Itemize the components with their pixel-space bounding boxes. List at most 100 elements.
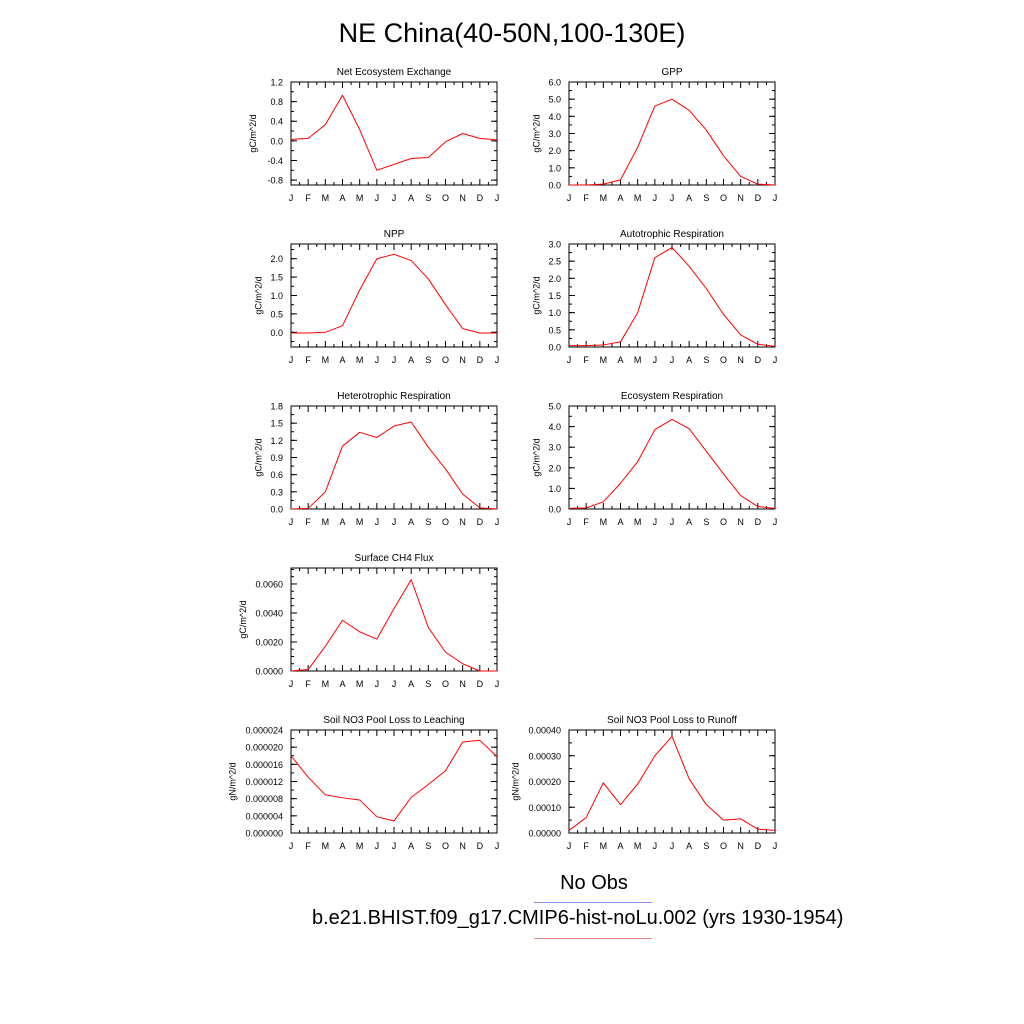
legend-model-line [534, 938, 652, 939]
x-tick-label: J [289, 679, 294, 689]
x-tick-label: F [305, 679, 311, 689]
y-tick-label: 1.0 [270, 291, 283, 301]
x-tick-label: D [755, 841, 762, 851]
plot-frame [568, 81, 776, 186]
x-tick-label: J [773, 355, 778, 365]
x-tick-label: M [322, 355, 330, 365]
x-tick-label: J [567, 841, 572, 851]
plot-frame [290, 729, 498, 834]
y-axis-label: gC/m^2/d [253, 438, 263, 476]
y-tick-label: 6.0 [548, 78, 561, 88]
x-tick-label: J [375, 517, 380, 527]
x-tick-label: J [567, 355, 572, 365]
x-tick-label: M [600, 841, 608, 851]
x-tick-label: J [392, 193, 397, 203]
y-tick-label: 5.0 [548, 95, 561, 105]
x-tick-label: D [477, 679, 484, 689]
x-tick-label: S [425, 355, 431, 365]
x-tick-label: J [289, 355, 294, 365]
panel-title: Heterotrophic Respiration [337, 391, 450, 402]
x-tick-label: J [289, 517, 294, 527]
y-tick-label: 0.00010 [528, 803, 561, 813]
x-tick-label: J [495, 841, 500, 851]
x-tick-label: J [495, 517, 500, 527]
x-tick-label: J [392, 517, 397, 527]
x-tick-label: A [339, 355, 345, 365]
plot-frame [290, 567, 498, 672]
y-tick-label: 1.2 [270, 436, 283, 446]
x-tick-label: O [442, 193, 449, 203]
y-tick-label: 0.0 [270, 505, 283, 515]
y-tick-label: 1.0 [548, 163, 561, 173]
x-tick-label: A [408, 193, 414, 203]
x-tick-label: A [686, 355, 692, 365]
x-tick-label: J [567, 193, 572, 203]
y-tick-label: -0.8 [267, 176, 283, 186]
x-tick-label: S [703, 841, 709, 851]
x-tick-label: J [375, 841, 380, 851]
y-tick-label: 1.5 [270, 273, 283, 283]
x-tick-label: F [583, 193, 589, 203]
x-tick-label: J [289, 193, 294, 203]
y-tick-label: 1.2 [270, 78, 283, 88]
y-tick-label: 0.0 [548, 181, 561, 191]
x-tick-label: D [755, 517, 762, 527]
x-tick-label: A [617, 193, 623, 203]
series-line [291, 253, 497, 334]
x-tick-label: O [720, 517, 727, 527]
x-tick-label: J [567, 517, 572, 527]
y-tick-label: 0.00020 [528, 777, 561, 787]
x-tick-label: N [737, 517, 744, 527]
x-tick-label: J [653, 355, 658, 365]
x-tick-label: A [408, 517, 414, 527]
x-tick-label: M [634, 841, 642, 851]
x-tick-label: J [670, 841, 675, 851]
plot-frame [290, 405, 498, 510]
x-tick-label: A [686, 517, 692, 527]
x-tick-label: O [442, 679, 449, 689]
x-tick-label: S [425, 517, 431, 527]
y-axis-label: gC/m^2/d [531, 438, 541, 476]
y-axis-label: gC/m^2/d [238, 600, 248, 638]
x-tick-label: A [408, 355, 414, 365]
panel-title: Autotrophic Respiration [620, 229, 724, 240]
x-tick-label: A [686, 193, 692, 203]
x-tick-label: D [477, 841, 484, 851]
y-tick-label: 0.0 [270, 136, 283, 146]
y-tick-label: 2.0 [548, 463, 561, 473]
x-tick-label: J [495, 355, 500, 365]
x-tick-label: F [305, 517, 311, 527]
x-tick-label: J [289, 841, 294, 851]
legend-model-label: b.e21.BHIST.f09_g17.CMIP6-hist-noLu.002 … [312, 907, 844, 929]
x-tick-label: J [375, 355, 380, 365]
y-tick-label: 0.000008 [245, 794, 283, 804]
y-axis-label: gC/m^2/d [253, 276, 263, 314]
series-line [569, 246, 776, 347]
x-tick-label: F [305, 193, 311, 203]
x-tick-label: J [392, 841, 397, 851]
y-tick-label: 2.0 [270, 254, 283, 264]
x-tick-label: M [322, 193, 330, 203]
x-tick-label: F [305, 355, 311, 365]
x-tick-label: J [773, 841, 778, 851]
y-tick-label: 0.0040 [255, 608, 283, 618]
figure-title: NE China(40-50N,100-130E) [338, 18, 686, 48]
plot-frame [290, 243, 498, 348]
series-line [290, 739, 498, 822]
x-tick-label: S [703, 517, 709, 527]
y-tick-label: 0.3 [270, 487, 283, 497]
x-tick-label: O [720, 841, 727, 851]
x-tick-label: A [408, 841, 414, 851]
x-tick-label: F [583, 841, 589, 851]
x-tick-label: J [375, 193, 380, 203]
panel-title: Net Ecosystem Exchange [337, 67, 452, 78]
y-tick-label: 0.8 [270, 97, 283, 107]
x-tick-label: M [322, 679, 330, 689]
x-tick-label: D [477, 355, 484, 365]
y-tick-label: 1.8 [270, 402, 283, 412]
y-tick-label: 1.5 [270, 419, 283, 429]
y-tick-label: 0.00000 [528, 829, 561, 839]
